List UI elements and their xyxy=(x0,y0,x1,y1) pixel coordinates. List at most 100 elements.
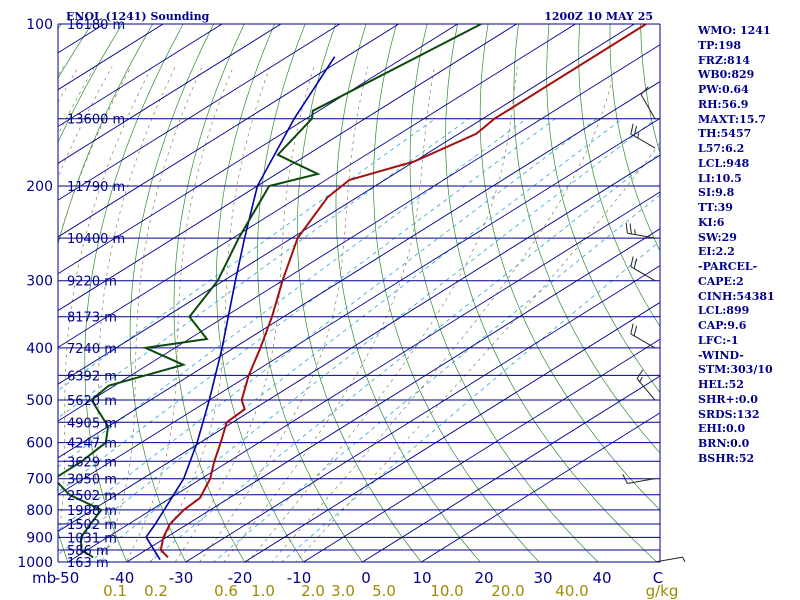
wind-barb-flag xyxy=(622,473,628,484)
mixing-ratio-tick-label: 0.6 xyxy=(214,582,238,600)
temperature-tick-label: 10 xyxy=(412,569,431,587)
mixing-ratio-tick-label: 0.2 xyxy=(144,582,168,600)
moist-adiabat-line xyxy=(101,66,203,562)
sounding-time: 1200Z 10 MAY 25 xyxy=(544,10,653,23)
wind-barb-flag xyxy=(636,369,644,379)
mixing-ratio-tick-label: 20.0 xyxy=(491,582,524,600)
dry-adiabat-line xyxy=(409,24,599,562)
stat-item: LFC:-1 xyxy=(698,333,739,347)
wind-barb-half-flag xyxy=(637,132,640,139)
height-label: 163 m xyxy=(67,556,109,571)
temperature-tick-label: C xyxy=(653,569,663,587)
isotherm-line xyxy=(126,228,660,562)
moist-adiabat-line xyxy=(271,66,616,562)
stat-item: -WIND- xyxy=(698,348,744,362)
mixing-ratio-tick-label: 3.0 xyxy=(331,582,355,600)
pressure-tick-label: 300 xyxy=(26,274,53,290)
dry-adiabat-line xyxy=(479,24,660,511)
pressure-tick-label: 900 xyxy=(26,530,53,546)
mixing-ratio-tick-label: 0.1 xyxy=(103,582,127,600)
dry-adiabat-line xyxy=(578,24,660,328)
wind-barb-staff xyxy=(630,133,656,149)
stat-item: -PARCEL- xyxy=(698,260,758,273)
pressure-tick-label: 400 xyxy=(26,341,53,357)
dry-adiabat-line xyxy=(84,24,184,562)
dry-adiabat-line xyxy=(546,24,660,394)
isotherm-line xyxy=(58,24,223,128)
height-label: 1031 m xyxy=(67,531,117,546)
isotherm-line xyxy=(58,24,518,312)
isotherm-line xyxy=(67,191,660,562)
wind-barb-flag xyxy=(633,125,638,137)
stat-item: TT:39 xyxy=(698,201,733,214)
moist-adiabat-line xyxy=(125,66,234,562)
isotherm-line xyxy=(58,44,660,422)
dewpoint-trace xyxy=(58,24,482,559)
stat-item: EI:2.2 xyxy=(698,245,735,259)
stat-item: CAP:9.6 xyxy=(698,319,747,332)
stat-item: LI:10.5 xyxy=(698,171,742,185)
height-label: 1988 m xyxy=(67,504,117,519)
mixing-ratio-tick-label: g/kg xyxy=(646,582,679,600)
stat-item: STM:303/10 xyxy=(698,363,773,377)
stat-item: SRDS:132 xyxy=(698,407,760,421)
sounding-title: ENOL (1241) Sounding xyxy=(66,10,210,23)
dry-adiabat-line xyxy=(173,24,246,562)
height-label: 11790 m xyxy=(67,180,125,195)
pressure-tick-label: 600 xyxy=(26,436,53,452)
mixing-ratio-tick-label: 10.0 xyxy=(430,582,463,600)
wind-barb-flag xyxy=(633,258,638,269)
dry-adiabat-line xyxy=(609,24,660,252)
wind-barb-staff xyxy=(627,478,656,484)
isotherm-line xyxy=(58,81,660,459)
wind-barb-staff xyxy=(630,333,656,349)
pressure-tick-label: 1000 xyxy=(17,555,53,571)
isotherm-line xyxy=(361,375,660,562)
mixing-ratio-tick-label: 5.0 xyxy=(372,582,396,600)
isotherm-line xyxy=(420,412,660,562)
pressure-tick-label: 500 xyxy=(26,393,53,409)
stat-item: TP:198 xyxy=(698,38,742,52)
isotherm-line xyxy=(58,24,341,201)
stat-item: FRZ:814 xyxy=(698,53,751,67)
height-label: 16180 m xyxy=(67,18,125,33)
wind-barb-half-flag xyxy=(639,377,643,382)
stats-panel: WMO: 1241 TP:198 FRZ:814 WB0:829 PW:0.64 RH:5… xyxy=(698,24,798,467)
pressure-unit-label: mb xyxy=(32,569,56,587)
temperature-tick-label: -20 xyxy=(228,569,253,587)
temperature-trace xyxy=(159,24,647,559)
stat-item: KI:6 xyxy=(698,215,725,229)
temperature-tick-label: 30 xyxy=(533,569,552,587)
isotherm-line xyxy=(184,265,660,562)
dry-adiabat-line xyxy=(129,24,215,562)
isotherm-line xyxy=(243,301,660,562)
temperature-tick-label: 20 xyxy=(474,569,493,587)
isotherm-line xyxy=(58,24,400,238)
wind-barb-flag xyxy=(625,222,628,234)
stat-item: LCL:948 xyxy=(698,156,750,170)
height-label: 6392 m xyxy=(67,369,117,384)
pressure-tick-label: 700 xyxy=(26,472,53,488)
wind-barb-half-flag xyxy=(634,229,636,235)
height-label: 4247 m xyxy=(67,437,117,452)
wind-barb-staff xyxy=(627,232,656,239)
stat-item: L57:6.2 xyxy=(698,142,745,155)
wind-barb-half-flag xyxy=(682,556,686,563)
temperature-tick-label: -50 xyxy=(55,569,80,587)
moist-adiabat-line xyxy=(76,66,176,562)
pressure-tick-label: 800 xyxy=(26,503,53,519)
height-label: 7240 m xyxy=(67,342,117,357)
isotherm-line xyxy=(58,24,577,348)
height-label: 10400 m xyxy=(67,232,125,247)
stat-item: WMO: 1241 xyxy=(698,24,771,37)
stat-item: MAXT:15.7 xyxy=(698,112,766,126)
isobars xyxy=(58,23,660,563)
temperature-tick-label: 40 xyxy=(592,569,611,587)
height-label: 1502 m xyxy=(67,518,117,533)
stat-item: SW:29 xyxy=(698,230,737,244)
stat-item: RH:56.9 xyxy=(698,97,749,111)
mixing-ratio-tick-label: 2.0 xyxy=(301,582,325,600)
temperature-tick-label: -30 xyxy=(169,569,194,587)
